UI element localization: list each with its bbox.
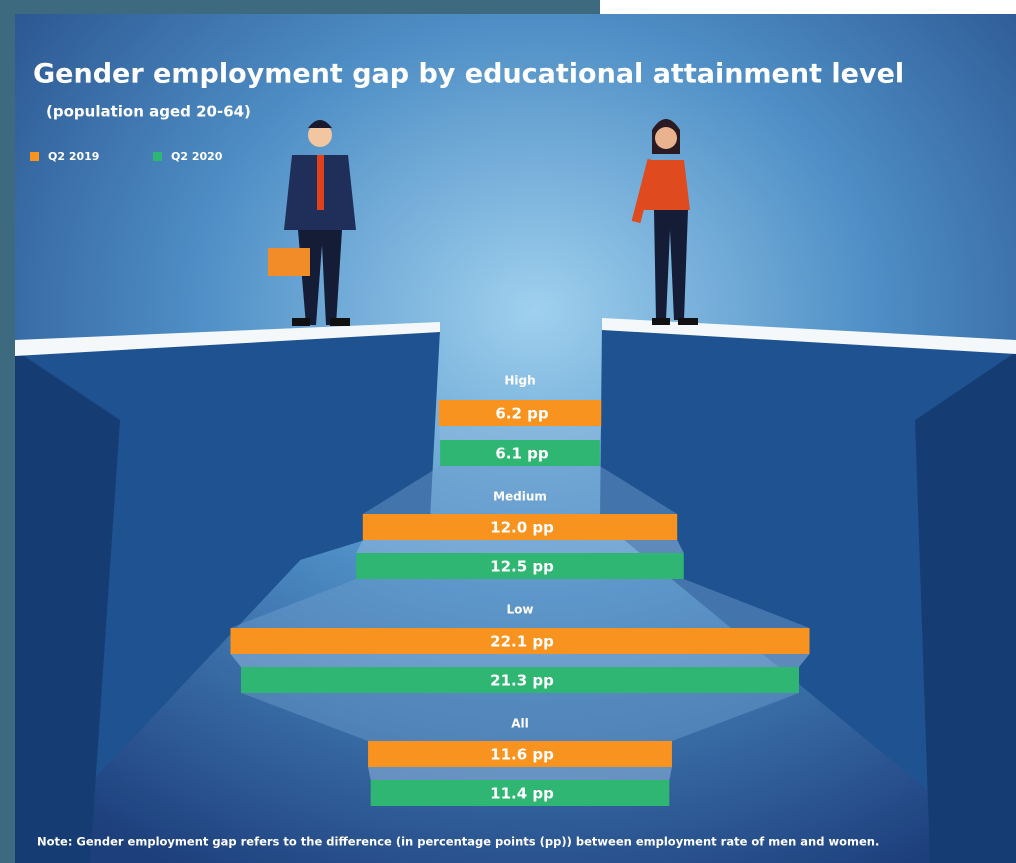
value-label: 11.4 pp xyxy=(490,785,554,803)
page: Gender employment gap by educational att… xyxy=(0,0,1016,863)
chart-subtitle: (population aged 20-64) xyxy=(46,103,251,121)
chart-title: Gender employment gap by educational att… xyxy=(33,59,904,90)
chart: Gender employment gap by educational att… xyxy=(0,0,1016,863)
value-label: 22.1 pp xyxy=(490,633,554,651)
right-cliff-shade xyxy=(915,352,1016,863)
step-shade xyxy=(356,540,684,553)
chart-note: Note: Gender employment gap refers to th… xyxy=(37,835,879,849)
value-label: 6.2 pp xyxy=(495,405,549,423)
legend-swatch xyxy=(153,152,162,161)
value-label: 11.6 pp xyxy=(490,746,554,764)
top-strip xyxy=(600,0,1016,14)
category-label: All xyxy=(511,717,529,731)
legend-label: Q2 2020 xyxy=(171,150,223,163)
step-shade xyxy=(439,426,601,440)
step-shade xyxy=(368,767,672,780)
value-label: 12.5 pp xyxy=(490,558,554,576)
category-label: Medium xyxy=(493,490,547,504)
legend-label: Q2 2019 xyxy=(48,150,99,163)
value-label: 6.1 pp xyxy=(495,445,549,463)
category-label: Low xyxy=(507,603,534,617)
value-label: 21.3 pp xyxy=(490,672,554,690)
value-label: 12.0 pp xyxy=(490,519,554,537)
category-label: High xyxy=(504,374,535,388)
step-shade xyxy=(230,654,809,667)
legend-swatch xyxy=(30,152,39,161)
